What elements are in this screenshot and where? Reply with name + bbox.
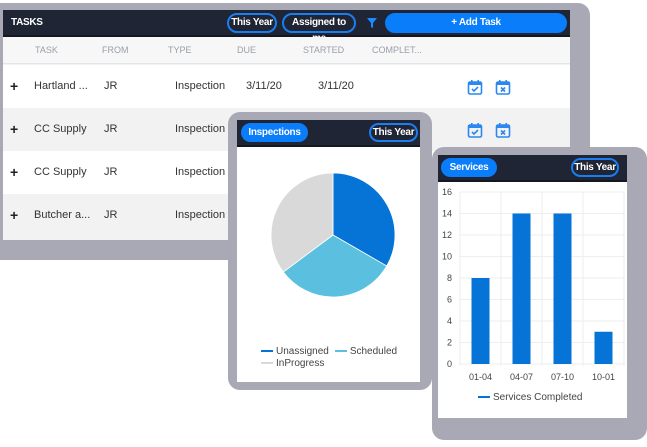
task-type: Inspection: [175, 80, 226, 92]
calendar-x-icon[interactable]: [495, 79, 511, 95]
services-bar-chart: 16 14 12 10 8 6 4 2 0 01-04 04-07 07-10 10-01: [442, 187, 625, 382]
col-completed[interactable]: COMPLET...: [372, 45, 423, 55]
svg-text:8: 8: [447, 273, 452, 283]
inspections-tab[interactable]: Inspections: [241, 123, 308, 142]
services-year-filter[interactable]: This Year: [571, 158, 619, 177]
svg-text:10-01: 10-01: [592, 372, 615, 382]
svg-text:04-07: 04-07: [510, 372, 533, 382]
svg-text:6: 6: [447, 295, 452, 305]
task-from: JR: [104, 80, 118, 92]
add-task-button[interactable]: + Add Task: [385, 13, 567, 33]
col-due[interactable]: DUE: [237, 45, 257, 55]
svg-text:14: 14: [442, 209, 452, 219]
col-type[interactable]: TYPE: [168, 45, 192, 55]
task-name: CC Supply: [34, 166, 87, 178]
expand-button[interactable]: +: [10, 78, 19, 94]
table-header: TASK FROM TYPE DUE STARTED COMPLET...: [3, 37, 570, 64]
inspections-panel: Inspections This Year Unassigned Schedule…: [237, 120, 420, 382]
task-name: CC Supply: [34, 123, 87, 135]
inspections-legend: Unassigned Scheduled InProgress: [261, 346, 411, 370]
task-from: JR: [104, 209, 118, 221]
task-type: Inspection: [175, 209, 226, 221]
inspections-header: Inspections This Year: [237, 120, 420, 147]
calendar-check-icon[interactable]: [467, 79, 483, 95]
task-name: Hartland ...: [34, 80, 88, 92]
expand-button[interactable]: +: [10, 121, 19, 137]
task-started: 3/11/20: [318, 80, 354, 92]
legend-item-unassigned[interactable]: Unassigned: [261, 346, 329, 357]
task-from: JR: [104, 123, 118, 135]
calendar-x-icon[interactable]: [495, 122, 511, 138]
inspections-pie-chart: [270, 172, 396, 298]
svg-text:4: 4: [447, 316, 452, 326]
tasks-title: TASKS: [11, 17, 43, 28]
funnel-icon[interactable]: [366, 16, 378, 28]
legend-item-scheduled[interactable]: Scheduled: [334, 346, 397, 357]
expand-button[interactable]: +: [10, 164, 19, 180]
expand-button[interactable]: +: [10, 207, 19, 223]
svg-text:07-10: 07-10: [551, 372, 574, 382]
task-name: Butcher a...: [34, 209, 91, 221]
this-year-filter[interactable]: This Year: [227, 13, 277, 33]
svg-text:2: 2: [447, 338, 452, 348]
task-type: Inspection: [175, 123, 226, 135]
services-tab[interactable]: Services: [441, 158, 497, 177]
assigned-to-me-filter[interactable]: Assigned to me: [282, 13, 356, 44]
calendar-check-icon[interactable]: [467, 122, 483, 138]
task-from: JR: [104, 166, 118, 178]
services-legend[interactable]: Services Completed: [478, 392, 582, 404]
svg-text:16: 16: [442, 187, 452, 197]
inspections-year-filter[interactable]: This Year: [369, 123, 418, 142]
col-from[interactable]: FROM: [102, 45, 129, 55]
svg-text:10: 10: [442, 252, 452, 262]
task-type: Inspection: [175, 166, 226, 178]
legend-item-services-completed: Services Completed: [493, 392, 583, 403]
services-header: Services This Year: [438, 155, 627, 182]
services-panel: Services This Year 16 14 12 10 8 6 4 2 0 01-04…: [438, 155, 627, 418]
svg-text:0: 0: [447, 359, 452, 369]
svg-text:01-04: 01-04: [469, 372, 492, 382]
legend-item-inprogress[interactable]: InProgress: [261, 358, 324, 369]
col-task[interactable]: TASK: [35, 45, 58, 55]
svg-text:12: 12: [442, 230, 452, 240]
col-started[interactable]: STARTED: [303, 45, 345, 55]
tasks-header: TASKS This Year Assigned to me + Add Tas…: [3, 10, 570, 44]
table-row[interactable]: + Hartland ... JR Inspection 3/11/20 3/1…: [3, 65, 570, 108]
task-due: 3/11/20: [246, 80, 282, 92]
